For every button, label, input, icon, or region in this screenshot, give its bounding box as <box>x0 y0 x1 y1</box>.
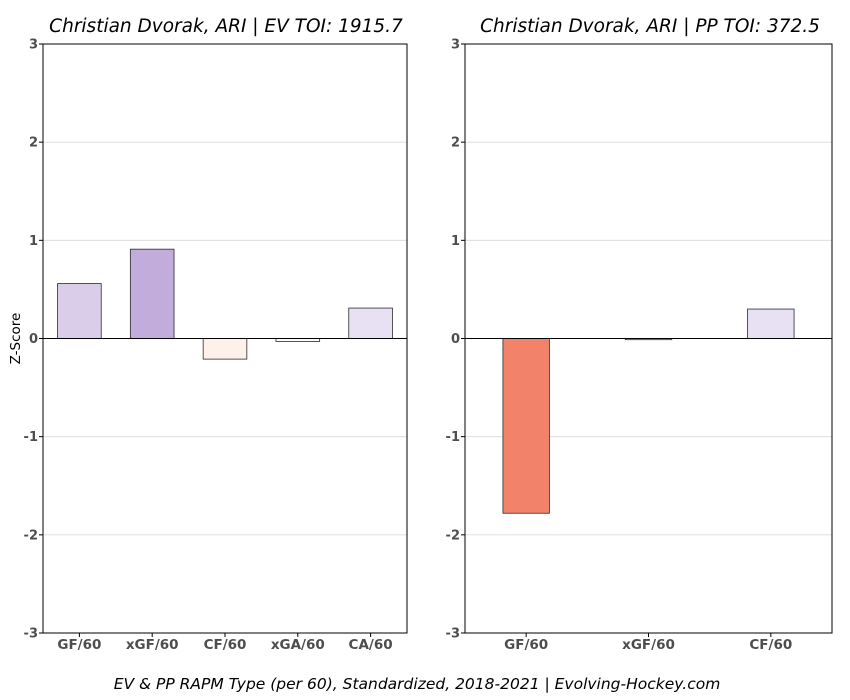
pp-bar-gf60 <box>502 338 550 514</box>
pp-bar-cf60 <box>747 308 795 339</box>
ev-y-tick-label: -2 <box>24 528 38 543</box>
ev-category-label: GF/60 <box>57 637 101 653</box>
ev-category-label: xGA/60 <box>271 637 325 653</box>
ev-category-label: CA/60 <box>349 637 393 653</box>
ev-y-tick-label: -1 <box>24 430 38 445</box>
ev-chart-panel: -3 -2 -1 0 1 2 3 GF/60 xGF/60 CF/60 xGA/60 CA/60 Chr… <box>8 16 408 653</box>
pp-y-tick-label: -1 <box>446 430 460 445</box>
ev-bar-xgf60 <box>129 248 175 339</box>
ev-y-axis-label: Z-Score <box>8 313 24 365</box>
pp-y-tick-label: 1 <box>451 234 460 249</box>
ev-y-tick-label: -3 <box>24 627 38 642</box>
ev-y-tick-label: 1 <box>29 234 38 249</box>
ev-bar-ca60 <box>348 307 393 339</box>
figure-caption: EV & PP RAPM Type (per 60), Standardized… <box>114 675 721 693</box>
ev-category-label: CF/60 <box>204 637 247 653</box>
ev-y-tick-label: 0 <box>29 332 38 347</box>
ev-bar-gf60 <box>57 283 102 339</box>
pp-category-label: xGF/60 <box>622 637 675 653</box>
pp-y-tick-label: 0 <box>451 332 460 347</box>
pp-y-tick-label: -3 <box>446 627 460 642</box>
pp-category-label: CF/60 <box>749 637 792 653</box>
pp-chart-panel: -3 -2 -1 0 1 2 3 GF/60 xGF/60 CF/60 Christian Dvor… <box>446 16 833 653</box>
ev-y-tick-label: 3 <box>29 38 38 53</box>
pp-chart-title: Christian Dvorak, ARI | PP TOI: 372.5 <box>480 16 820 37</box>
ev-bar-cf60 <box>202 338 248 360</box>
pp-y-tick-label: 2 <box>451 136 460 151</box>
ev-y-tick-label: 2 <box>29 136 38 151</box>
ev-category-label: xGF/60 <box>126 637 179 653</box>
pp-category-label: GF/60 <box>504 637 548 653</box>
pp-y-tick-label: 3 <box>451 38 460 53</box>
ev-chart-title: Christian Dvorak, ARI | EV TOI: 1915.7 <box>49 16 403 37</box>
pp-y-tick-label: -2 <box>446 528 460 543</box>
